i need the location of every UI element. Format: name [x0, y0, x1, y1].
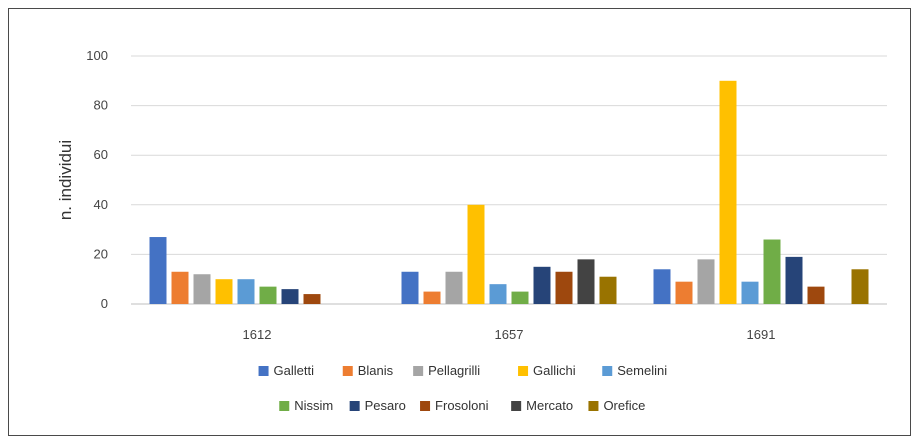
- y-tick-label: 20: [94, 246, 108, 261]
- y-tick-label: 60: [94, 147, 108, 162]
- bar: [741, 281, 759, 304]
- legend-item: Orefice: [588, 398, 645, 413]
- bar: [303, 294, 321, 304]
- legend-item: Semelini: [602, 363, 667, 378]
- bar: [675, 281, 693, 304]
- legend-swatch: [588, 401, 599, 411]
- x-tick-label: 1691: [747, 327, 776, 342]
- bar: [785, 256, 803, 304]
- bar: [533, 266, 551, 304]
- bar: [511, 291, 529, 304]
- bar: [807, 286, 825, 304]
- legend-item: Blanis: [342, 363, 394, 378]
- bar: [555, 271, 573, 304]
- y-axis-ticks: 0 20 40 60 80 100: [86, 48, 108, 311]
- bar: [149, 237, 167, 304]
- legend-swatch: [342, 366, 353, 376]
- bar: [763, 239, 781, 304]
- gridlines: [131, 55, 887, 305]
- legend-item: Gallichi: [518, 363, 576, 378]
- bar: [193, 274, 211, 304]
- bar: [577, 259, 595, 304]
- bar-chart: n. individui 0 20 40 60 80 100 1612 1657 1691 G…: [56, 48, 887, 413]
- legend-label: Pesaro: [365, 398, 406, 413]
- legend-label: Nissim: [294, 398, 333, 413]
- legend-swatch: [349, 401, 360, 411]
- bar: [697, 259, 715, 304]
- bar: [599, 276, 617, 304]
- legend-item: Frosoloni: [420, 398, 489, 413]
- y-tick-label: 40: [94, 197, 108, 212]
- legend-label: Pellagrilli: [428, 363, 480, 378]
- y-tick-label: 100: [86, 48, 108, 63]
- legend-item: Mercato: [511, 398, 573, 413]
- chart-frame: n. individui 0 20 40 60 80 100 1612 1657 1691 G…: [8, 8, 911, 436]
- legend-swatch: [279, 401, 290, 411]
- bar: [281, 289, 299, 304]
- legend-item: Pellagrilli: [413, 363, 480, 378]
- bar: [171, 271, 189, 304]
- legend-swatch: [420, 401, 431, 411]
- x-axis-ticks: 1612 1657 1691: [243, 327, 776, 342]
- bar: [489, 284, 507, 304]
- bar: [719, 80, 737, 304]
- bars: [149, 80, 869, 304]
- legend-label: Gallichi: [533, 363, 576, 378]
- bar: [851, 269, 869, 304]
- y-tick-label: 80: [94, 98, 108, 113]
- legend-label: Semelini: [617, 363, 667, 378]
- legend-swatch: [602, 366, 613, 376]
- legend-item: Galletti: [258, 363, 315, 378]
- bar: [215, 279, 233, 304]
- legend-swatch: [413, 366, 424, 376]
- legend-label: Blanis: [358, 363, 394, 378]
- legend-item: Pesaro: [349, 398, 406, 413]
- y-axis-title: n. individui: [56, 140, 75, 220]
- bar: [423, 291, 441, 304]
- legend-swatch: [511, 401, 522, 411]
- x-tick-label: 1657: [495, 327, 524, 342]
- bar: [237, 279, 255, 304]
- bar: [467, 204, 485, 304]
- bar: [259, 286, 277, 304]
- legend-swatch: [258, 366, 269, 376]
- y-tick-label: 0: [101, 296, 108, 311]
- bar: [653, 269, 671, 304]
- legend-label: Frosoloni: [435, 398, 489, 413]
- legend-label: Orefice: [603, 398, 645, 413]
- bar: [401, 271, 419, 304]
- bar: [445, 271, 463, 304]
- legend-swatch: [518, 366, 529, 376]
- x-tick-label: 1612: [243, 327, 272, 342]
- legend-label: Mercato: [526, 398, 573, 413]
- legend-label: Galletti: [274, 363, 315, 378]
- legend: Galletti Blanis Pellagrilli Gallichi Semelin…: [258, 363, 667, 413]
- legend-item: Nissim: [279, 398, 333, 413]
